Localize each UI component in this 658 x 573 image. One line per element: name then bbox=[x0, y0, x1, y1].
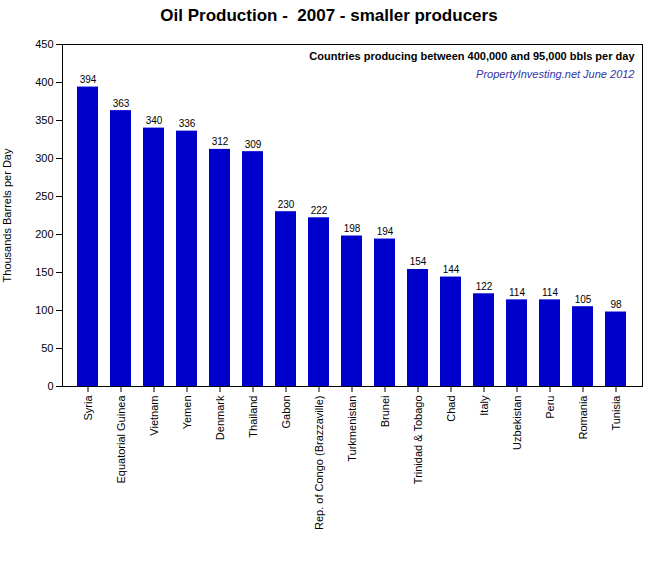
svg-text:Vietnam: Vietnam bbox=[148, 396, 160, 436]
svg-text:50: 50 bbox=[41, 342, 53, 354]
svg-text:150: 150 bbox=[35, 266, 53, 278]
svg-text:Denmark: Denmark bbox=[214, 395, 226, 440]
svg-text:Rep. of Congo (Brazzaville): Rep. of Congo (Brazzaville) bbox=[313, 396, 325, 531]
svg-text:100: 100 bbox=[35, 304, 53, 316]
svg-text:309: 309 bbox=[245, 139, 262, 150]
svg-text:Tunisia: Tunisia bbox=[610, 395, 622, 431]
svg-text:400: 400 bbox=[35, 76, 53, 88]
svg-text:114: 114 bbox=[542, 287, 558, 298]
svg-text:Countries producing between 40: Countries producing between 400,000 and … bbox=[309, 50, 635, 62]
svg-text:450: 450 bbox=[35, 38, 53, 50]
svg-text:312: 312 bbox=[212, 136, 229, 147]
svg-text:Yemen: Yemen bbox=[181, 396, 193, 430]
svg-text:230: 230 bbox=[278, 199, 295, 210]
svg-text:Gabon: Gabon bbox=[280, 396, 292, 429]
svg-text:200: 200 bbox=[35, 228, 53, 240]
svg-text:Syria: Syria bbox=[82, 395, 94, 421]
svg-text:PropertyInvesting.net June 201: PropertyInvesting.net June 2012 bbox=[476, 68, 634, 80]
svg-text:Thailand: Thailand bbox=[247, 396, 259, 438]
svg-text:154: 154 bbox=[410, 256, 427, 267]
svg-text:Turkmenistan: Turkmenistan bbox=[346, 396, 358, 462]
svg-text:0: 0 bbox=[47, 380, 53, 392]
svg-text:Equatorial Guinea: Equatorial Guinea bbox=[115, 395, 127, 484]
svg-text:144: 144 bbox=[443, 264, 460, 275]
svg-text:250: 250 bbox=[35, 190, 53, 202]
svg-text:336: 336 bbox=[179, 118, 196, 129]
svg-text:Brunei: Brunei bbox=[379, 396, 391, 428]
svg-text:198: 198 bbox=[344, 223, 361, 234]
svg-text:363: 363 bbox=[113, 98, 130, 109]
svg-text:394: 394 bbox=[80, 74, 97, 85]
svg-text:Uzbekistan: Uzbekistan bbox=[511, 396, 523, 450]
html-text:Oil Production - 2007 - smalle: Oil Production - 2007 - smaller producer… bbox=[160, 6, 498, 25]
svg-text:194: 194 bbox=[377, 226, 394, 237]
svg-text:300: 300 bbox=[35, 152, 53, 164]
svg-text:Trinidad & Tobago: Trinidad & Tobago bbox=[412, 396, 424, 485]
svg-text:Thousands Barrels per Day: Thousands Barrels per Day bbox=[1, 148, 13, 282]
svg-text:350: 350 bbox=[35, 114, 53, 126]
svg-text:122: 122 bbox=[476, 281, 493, 292]
svg-text:114: 114 bbox=[509, 287, 525, 298]
svg-text:Romania: Romania bbox=[577, 395, 589, 440]
svg-text:Peru: Peru bbox=[544, 396, 556, 419]
svg-text:Chad: Chad bbox=[445, 396, 457, 422]
svg-text:98: 98 bbox=[610, 299, 622, 310]
svg-text:Italy: Italy bbox=[478, 395, 490, 416]
svg-text:340: 340 bbox=[146, 115, 163, 126]
svg-text:105: 105 bbox=[575, 294, 592, 305]
svg-text:222: 222 bbox=[311, 205, 328, 216]
